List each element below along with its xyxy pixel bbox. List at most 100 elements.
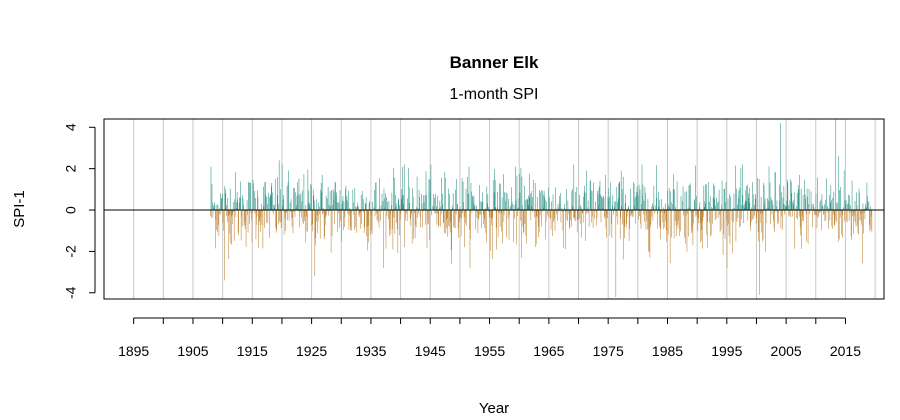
- spi-bar: [584, 193, 586, 211]
- spi-bar: [281, 210, 282, 222]
- spi-bar: [683, 210, 685, 213]
- spi-bar: [704, 207, 706, 211]
- spi-bar: [289, 202, 291, 211]
- spi-bar: [243, 210, 245, 226]
- spi-bar: [825, 199, 826, 211]
- spi-bar: [573, 210, 575, 218]
- spi-bar: [410, 210, 412, 215]
- spi-bar: [361, 190, 363, 211]
- spi-bar: [478, 210, 479, 220]
- spi-bar: [371, 210, 373, 234]
- spi-bar: [852, 210, 853, 217]
- spi-bar: [508, 199, 509, 211]
- spi-bar: [481, 201, 483, 211]
- spi-bar: [696, 196, 697, 211]
- spi-bar: [596, 210, 597, 226]
- spi-bar: [697, 210, 698, 220]
- spi-bar: [705, 203, 707, 211]
- spi-bar: [815, 193, 817, 211]
- spi-bar: [689, 207, 691, 211]
- spi-bar: [294, 187, 295, 211]
- spi-bar: [627, 210, 628, 212]
- spi-bar: [628, 210, 630, 241]
- spi-bar: [244, 210, 245, 222]
- spi-bar: [660, 210, 662, 213]
- spi-bar: [577, 210, 579, 220]
- spi-bar: [756, 210, 757, 219]
- spi-bar: [430, 164, 432, 211]
- spi-bar: [599, 180, 601, 211]
- spi-bar: [341, 210, 342, 242]
- spi-bar: [752, 182, 754, 211]
- spi-bar: [761, 210, 763, 214]
- spi-bar: [278, 210, 279, 225]
- spi-bar: [395, 194, 396, 211]
- spi-bar: [463, 210, 465, 218]
- spi-bar: [621, 188, 623, 211]
- spi-bar: [295, 207, 297, 211]
- spi-bar: [423, 201, 425, 211]
- spi-bar: [871, 210, 872, 217]
- spi-bar: [501, 210, 502, 232]
- spi-bar: [486, 186, 488, 211]
- spi-bar: [768, 200, 769, 211]
- spi-bar: [755, 194, 756, 211]
- spi-bar: [331, 210, 333, 236]
- spi-bar: [642, 195, 643, 211]
- spi-bar: [760, 210, 761, 214]
- spi-bar: [825, 210, 827, 221]
- spi-bar: [603, 195, 604, 211]
- spi-bar: [329, 210, 330, 212]
- y-axis-label: SPI-1: [11, 190, 28, 228]
- spi-bar: [227, 210, 229, 216]
- spi-bar: [261, 210, 263, 226]
- spi-bar: [374, 189, 375, 211]
- spi-bar: [834, 210, 836, 221]
- spi-bar: [742, 195, 744, 211]
- spi-bar: [345, 189, 346, 211]
- spi-bar: [318, 206, 320, 211]
- spi-bar: [416, 207, 417, 211]
- spi-bar: [424, 195, 426, 211]
- spi-bar: [606, 210, 607, 238]
- spi-bar: [668, 188, 670, 211]
- spi-bar: [802, 194, 804, 211]
- spi-bar: [791, 210, 793, 217]
- spi-bar: [625, 194, 626, 211]
- spi-bar: [218, 210, 220, 237]
- spi-bar: [485, 208, 486, 211]
- spi-bar: [684, 210, 685, 238]
- spi-bar: [409, 202, 410, 211]
- spi-bar: [528, 195, 529, 211]
- spi-bar: [297, 182, 298, 211]
- spi-bar: [732, 208, 734, 211]
- spi-bar: [425, 210, 426, 225]
- spi-bar: [717, 210, 719, 218]
- spi-bar: [608, 198, 610, 211]
- spi-bar: [408, 187, 410, 211]
- spi-bar: [461, 210, 462, 219]
- spi-bar: [276, 195, 278, 211]
- spi-bar: [797, 210, 798, 220]
- spi-bar: [655, 205, 657, 211]
- spi-bar: [273, 205, 275, 211]
- spi-bar: [783, 186, 785, 211]
- spi-bar: [764, 203, 765, 211]
- spi-bar: [558, 210, 560, 212]
- spi-bar: [281, 164, 283, 211]
- spi-bar: [253, 183, 254, 211]
- spi-bar: [698, 210, 700, 224]
- spi-bar: [569, 210, 570, 228]
- spi-bar: [629, 210, 631, 217]
- spi-bar: [358, 210, 360, 217]
- spi-bar: [449, 194, 451, 211]
- spi-bar: [600, 194, 601, 211]
- spi-bar: [519, 173, 520, 211]
- spi-bar: [260, 210, 262, 218]
- spi-bar: [443, 210, 445, 234]
- spi-bar: [522, 210, 524, 227]
- spi-bar: [793, 204, 795, 211]
- spi-bar: [387, 210, 389, 212]
- spi-bar: [724, 210, 726, 239]
- spi-bar: [626, 210, 628, 217]
